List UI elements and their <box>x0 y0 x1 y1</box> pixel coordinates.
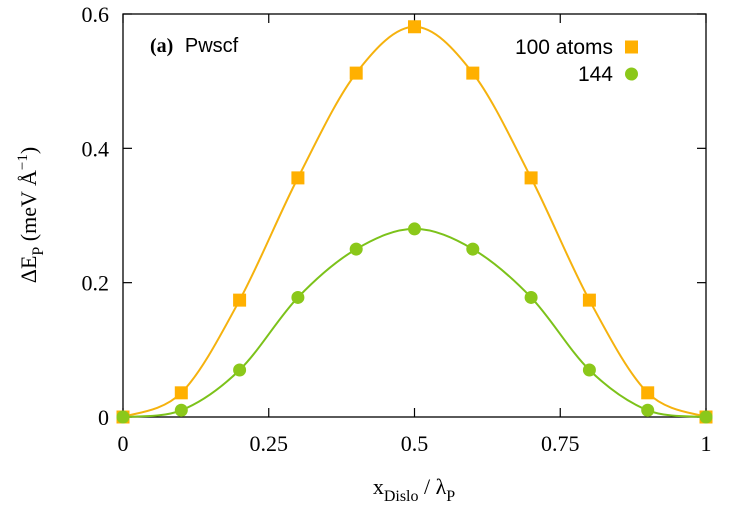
square-point <box>349 66 363 80</box>
square-point <box>408 20 421 34</box>
square-point <box>233 293 247 307</box>
legend-square-marker <box>625 40 638 54</box>
x-axis-label-sub: Dislo <box>384 488 419 505</box>
square-point <box>641 386 655 400</box>
tick-labels: 0 0.25 0.5 0.75 1 0 0.2 0.4 0.6 <box>82 2 712 456</box>
x-tick-label: 0.5 <box>401 431 429 456</box>
x-tick-label: 1 <box>701 431 712 456</box>
square-point <box>466 66 480 80</box>
fit-curve-1 <box>122 25 707 418</box>
circle-point <box>524 290 538 304</box>
y-axis-label-main: ΔE <box>16 256 41 284</box>
circle-point <box>174 403 188 417</box>
x-tick-label: 0.75 <box>541 431 580 456</box>
square-point <box>291 171 305 185</box>
x-axis-label: xDislo / λP <box>373 474 455 505</box>
circle-point <box>466 242 480 256</box>
panel-tag: (a) <box>150 35 173 57</box>
square-point <box>582 293 596 307</box>
y-axis-label-sup: −1 <box>15 154 31 170</box>
x-axis-label-sub2: P <box>446 488 455 505</box>
legend-label: 144 <box>578 63 613 86</box>
x-axis-label-sep: / <box>418 474 435 499</box>
circle-point <box>116 410 130 424</box>
circle-point <box>291 290 305 304</box>
y-tick-label: 0.6 <box>82 2 110 27</box>
x-tick-label: 0 <box>118 431 129 456</box>
fit-curve-2 <box>122 227 707 418</box>
legend-circle-marker <box>625 67 638 81</box>
y-axis-label-unit: (meV Å <box>16 170 41 247</box>
square-point <box>524 171 538 185</box>
data-points <box>116 20 713 424</box>
x-axis-label-main: x <box>373 474 384 499</box>
x-axis-label-main2: λ <box>436 474 447 499</box>
plot-frame <box>122 13 707 418</box>
x-tick-label: 0.25 <box>250 431 289 456</box>
y-tick-label: 0.4 <box>82 136 110 161</box>
fit-curves <box>122 25 707 418</box>
square-point <box>174 386 188 400</box>
circle-point <box>233 363 247 377</box>
legend: 100 atoms 144 <box>515 36 638 86</box>
y-axis-label-close: ) <box>16 147 41 154</box>
legend-label: 100 atoms <box>515 36 613 59</box>
axis-ticks <box>122 13 707 418</box>
circle-point <box>582 363 596 377</box>
y-tick-label: 0.2 <box>82 271 110 296</box>
y-tick-label: 0 <box>98 405 109 430</box>
y-axis-label-sub: P <box>30 247 47 256</box>
y-axis-label: ΔEP (meV Å−1) <box>15 147 47 283</box>
circle-point <box>641 403 655 417</box>
circle-point <box>699 410 713 424</box>
panel-title-text: Pwscf <box>185 35 239 57</box>
circle-point <box>408 222 421 236</box>
circle-point <box>349 242 363 256</box>
panel-title: (a) Pwscf <box>150 35 239 57</box>
